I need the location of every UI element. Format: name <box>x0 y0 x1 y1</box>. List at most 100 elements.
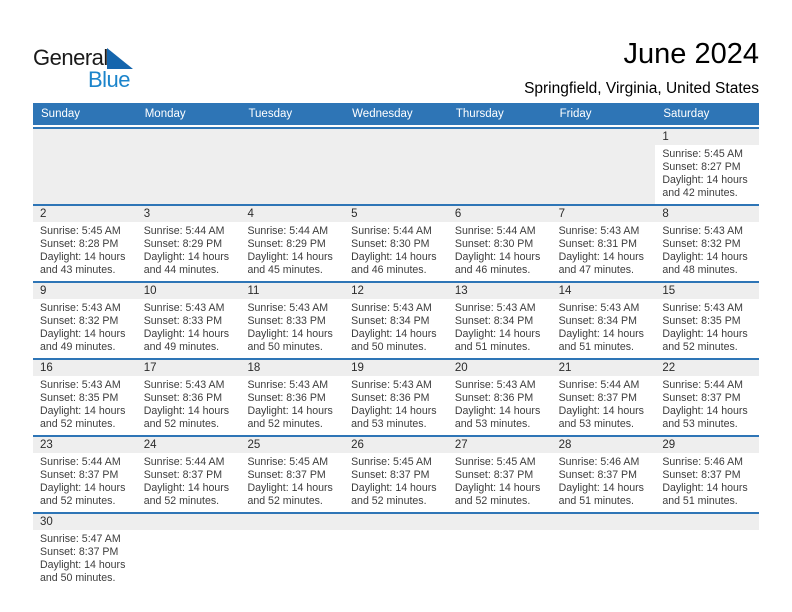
day-number: 13 <box>454 285 468 297</box>
day-details <box>552 145 656 152</box>
sunset-line: Sunset: 8:35 PM <box>40 392 119 404</box>
day-details: Sunrise: 5:44 AM Sunset: 8:29 PM Daylight:… <box>240 222 344 281</box>
day-cell-23: 23 Sunrise: 5:44 AM Sunset: 8:37 PM Dayligh… <box>33 437 137 512</box>
day-details: Sunrise: 5:43 AM Sunset: 8:33 PM Daylight:… <box>137 299 241 358</box>
sunset-line: Sunset: 8:37 PM <box>247 469 326 481</box>
daylight-line-2: and 48 minutes. <box>662 264 738 276</box>
empty-cell <box>551 129 656 204</box>
daylight-line-2: and 53 minutes. <box>558 418 634 430</box>
day-details: Sunrise: 5:44 AM Sunset: 8:30 PM Daylight:… <box>448 222 552 281</box>
day-cell-8: 8 Sunrise: 5:43 AM Sunset: 8:32 PM Daylight… <box>655 206 760 281</box>
day-number: 17 <box>143 362 157 374</box>
day-number-strip <box>240 514 345 530</box>
daylight-line-2: and 45 minutes. <box>247 264 323 276</box>
day-details: Sunrise: 5:46 AM Sunset: 8:37 PM Daylight:… <box>655 453 759 512</box>
day-details: Sunrise: 5:45 AM Sunset: 8:37 PM Daylight:… <box>240 453 344 512</box>
daylight-line-1: Daylight: 14 hours <box>662 251 748 263</box>
day-cell-20: 20 Sunrise: 5:43 AM Sunset: 8:36 PM Dayligh… <box>447 360 552 435</box>
daylight-line-2: and 44 minutes. <box>143 264 220 276</box>
daylight-line-2: and 49 minutes. <box>40 341 116 353</box>
daylight-line-2: and 50 minutes. <box>351 341 427 353</box>
day-number-strip <box>655 514 760 530</box>
day-number-strip: 16 <box>33 360 137 376</box>
daylight-line-1: Daylight: 14 hours <box>143 251 230 263</box>
day-number-strip: 5 <box>344 206 448 222</box>
day-details: Sunrise: 5:43 AM Sunset: 8:32 PM Daylight:… <box>33 299 137 358</box>
day-cell-17: 17 Sunrise: 5:43 AM Sunset: 8:36 PM Dayligh… <box>136 360 241 435</box>
daylight-line-2: and 52 minutes. <box>247 495 323 507</box>
day-number: 2 <box>40 208 47 220</box>
sunrise-line: Sunrise: 5:44 AM <box>40 456 121 468</box>
day-number: 24 <box>143 439 157 451</box>
day-number-strip: 12 <box>344 283 448 299</box>
daylight-line-2: and 53 minutes. <box>351 418 427 430</box>
day-cell-22: 22 Sunrise: 5:44 AM Sunset: 8:37 PM Dayligh… <box>655 360 760 435</box>
sunset-line: Sunset: 8:37 PM <box>143 469 223 481</box>
day-details: Sunrise: 5:43 AM Sunset: 8:36 PM Daylight:… <box>448 376 552 435</box>
day-number-strip: 11 <box>240 283 345 299</box>
day-number-strip <box>448 129 552 145</box>
day-details: Sunrise: 5:43 AM Sunset: 8:36 PM Daylight:… <box>344 376 448 435</box>
day-details: Sunrise: 5:43 AM Sunset: 8:35 PM Daylight:… <box>33 376 137 435</box>
day-details <box>33 145 137 152</box>
day-cell-9: 9 Sunrise: 5:43 AM Sunset: 8:32 PM Daylight… <box>33 283 137 358</box>
sunset-line: Sunset: 8:28 PM <box>40 238 119 250</box>
weekday-header-saturday: Saturday <box>663 108 710 120</box>
day-cell-2: 2 Sunrise: 5:45 AM Sunset: 8:28 PM Daylight… <box>33 206 137 281</box>
day-cell-5: 5 Sunrise: 5:44 AM Sunset: 8:30 PM Daylight… <box>344 206 448 281</box>
day-number: 1 <box>662 131 669 143</box>
day-details: Sunrise: 5:43 AM Sunset: 8:33 PM Daylight:… <box>240 299 344 358</box>
daylight-line-1: Daylight: 14 hours <box>454 251 541 263</box>
day-cell-24: 24 Sunrise: 5:44 AM Sunset: 8:37 PM Dayligh… <box>136 437 241 512</box>
day-details: Sunrise: 5:43 AM Sunset: 8:31 PM Daylight:… <box>552 222 656 281</box>
daylight-line-2: and 53 minutes. <box>454 418 531 430</box>
day-number-strip: 13 <box>447 283 552 299</box>
day-number: 11 <box>247 285 260 297</box>
day-details: Sunrise: 5:43 AM Sunset: 8:36 PM Daylight:… <box>240 376 344 435</box>
day-details <box>552 530 656 537</box>
day-details <box>137 530 241 537</box>
day-details: Sunrise: 5:44 AM Sunset: 8:30 PM Daylight:… <box>344 222 448 281</box>
sunset-line: Sunset: 8:34 PM <box>558 315 637 327</box>
daylight-line-2: and 52 minutes. <box>662 341 738 353</box>
sunset-line: Sunset: 8:37 PM <box>558 392 637 404</box>
daylight-line-2: and 52 minutes. <box>143 418 220 430</box>
day-number-strip <box>447 514 552 530</box>
sunset-line: Sunset: 8:36 PM <box>247 392 326 404</box>
daylight-line-1: Daylight: 14 hours <box>40 482 126 494</box>
sunrise-line: Sunrise: 5:43 AM <box>454 302 536 314</box>
day-details: Sunrise: 5:43 AM Sunset: 8:35 PM Daylight:… <box>655 299 759 358</box>
daylight-line-2: and 51 minutes. <box>454 341 531 353</box>
sunset-line: Sunset: 8:36 PM <box>143 392 223 404</box>
day-details: Sunrise: 5:46 AM Sunset: 8:37 PM Daylight:… <box>552 453 656 512</box>
sunset-line: Sunset: 8:29 PM <box>143 238 223 250</box>
daylight-line-2: and 50 minutes. <box>40 572 116 584</box>
day-cell-11: 11 Sunrise: 5:43 AM Sunset: 8:33 PM Dayligh… <box>240 283 345 358</box>
day-cell-10: 10 Sunrise: 5:43 AM Sunset: 8:33 PM Dayligh… <box>136 283 241 358</box>
sunrise-line: Sunrise: 5:43 AM <box>143 302 225 314</box>
daylight-line-1: Daylight: 14 hours <box>40 559 126 571</box>
day-details: Sunrise: 5:43 AM Sunset: 8:34 PM Daylight:… <box>448 299 552 358</box>
day-number-strip: 22 <box>655 360 760 376</box>
sunset-line: Sunset: 8:27 PM <box>662 161 741 173</box>
day-number: 12 <box>351 285 364 297</box>
sunset-line: Sunset: 8:37 PM <box>454 469 534 481</box>
sunrise-line: Sunrise: 5:45 AM <box>351 456 432 468</box>
daylight-line-2: and 46 minutes. <box>351 264 427 276</box>
day-number-strip: 3 <box>136 206 241 222</box>
daylight-line-1: Daylight: 14 hours <box>247 482 333 494</box>
day-cell-1: 1 Sunrise: 5:45 AM Sunset: 8:27 PM Daylight… <box>655 129 760 204</box>
day-details: Sunrise: 5:44 AM Sunset: 8:37 PM Daylight:… <box>552 376 656 435</box>
sunset-line: Sunset: 8:35 PM <box>662 315 741 327</box>
daylight-line-1: Daylight: 14 hours <box>351 405 437 417</box>
daylight-line-1: Daylight: 14 hours <box>143 328 230 340</box>
daylight-line-1: Daylight: 14 hours <box>454 328 541 340</box>
daylight-line-2: and 50 minutes. <box>247 341 323 353</box>
daylight-line-1: Daylight: 14 hours <box>247 251 333 263</box>
day-number-strip: 30 <box>33 514 137 530</box>
daylight-line-1: Daylight: 14 hours <box>351 328 437 340</box>
day-cell-14: 14 Sunrise: 5:43 AM Sunset: 8:34 PM Dayligh… <box>551 283 656 358</box>
day-cell-27: 27 Sunrise: 5:45 AM Sunset: 8:37 PM Dayligh… <box>447 437 552 512</box>
day-details <box>448 530 552 537</box>
logo-text-blue: Blue <box>88 67 131 92</box>
